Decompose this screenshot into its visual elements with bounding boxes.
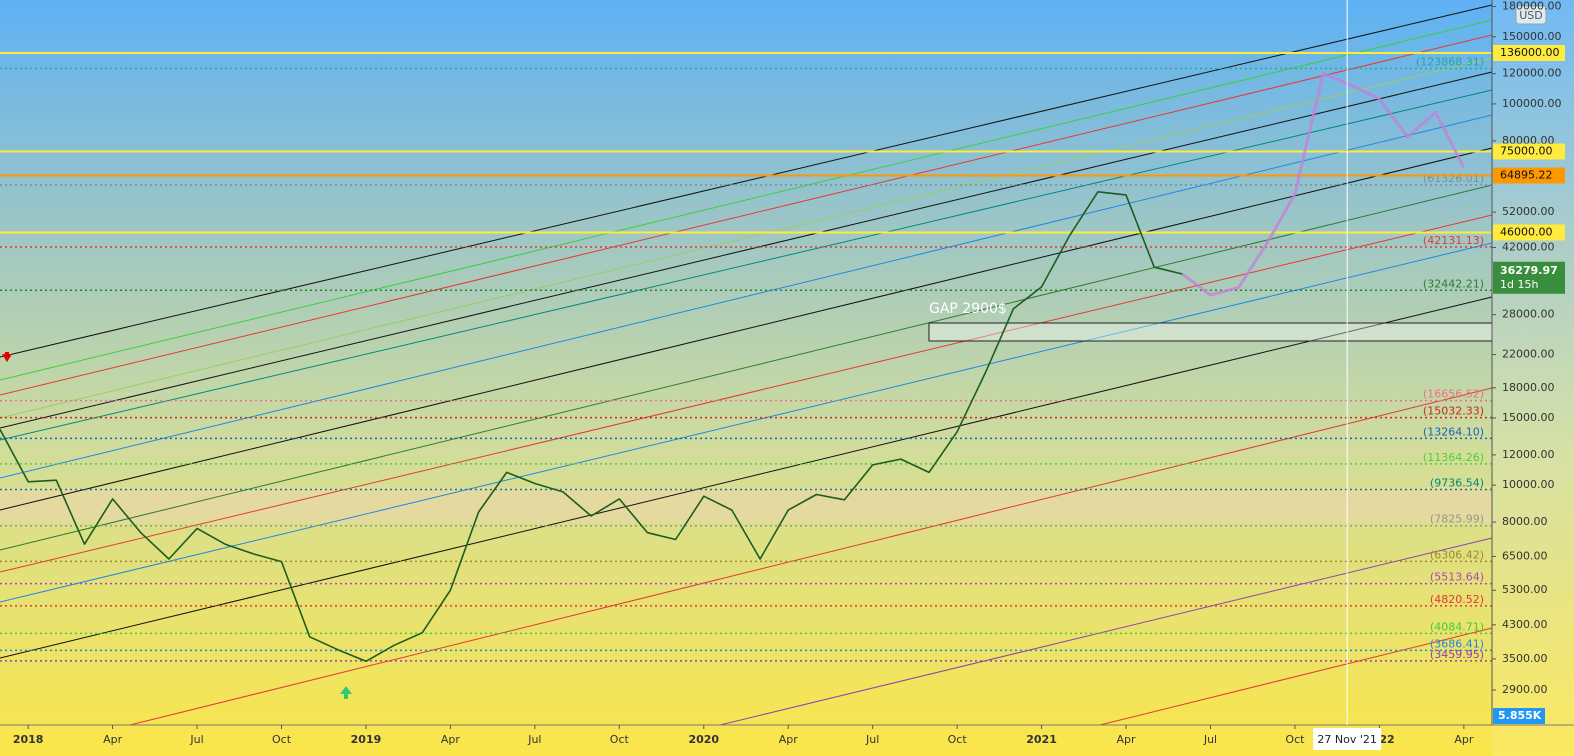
plot xyxy=(0,72,1466,663)
price-axis: USD 180000.00 150000.00 120000.00 100000.00… xyxy=(1491,0,1574,756)
axis-background xyxy=(1492,0,1574,756)
trend-line xyxy=(0,89,1493,441)
last-price-tag xyxy=(1493,261,1565,294)
level-label: (9736.54) xyxy=(1430,477,1484,490)
level-label: (32442.21) xyxy=(1423,277,1484,290)
y-tick-label: 8000.00 xyxy=(1502,515,1548,528)
x-tick-label: Apr xyxy=(441,733,461,746)
y-tick-label: 28000.00 xyxy=(1502,308,1555,321)
trend-line xyxy=(0,184,1493,551)
trend-line xyxy=(1099,627,1493,726)
x-tick-label: Apr xyxy=(1117,733,1137,746)
x-tick-label: 2019 xyxy=(351,733,382,746)
x-tick-label: 2021 xyxy=(1026,733,1057,746)
zone xyxy=(0,487,1492,523)
y-tick-label: 120000.00 xyxy=(1502,67,1562,80)
trend-line xyxy=(719,537,1493,726)
y-tick-label: 4300.00 xyxy=(1502,618,1548,631)
trend-line xyxy=(0,34,1493,396)
volume-tag xyxy=(1493,708,1545,724)
price-tag-label: 64895.22 xyxy=(1500,168,1553,181)
x-tick-label: Apr xyxy=(103,733,123,746)
x-tick-label: Oct xyxy=(1285,733,1305,746)
x-tick-label: Apr xyxy=(1454,733,1474,746)
buy-arrow xyxy=(340,686,352,699)
currency: USD xyxy=(1519,9,1543,22)
y-tick-label: 52000.00 xyxy=(1502,205,1555,218)
price-tag-label: 136000.00 xyxy=(1500,46,1560,59)
currency-badge[interactable] xyxy=(1515,5,1547,25)
level-label: (16656.52) xyxy=(1423,388,1484,401)
level-label: (3686.41) xyxy=(1430,637,1484,650)
trend-line xyxy=(0,214,1493,573)
price-tag xyxy=(1493,143,1565,160)
volume-label: 5.855K xyxy=(1498,709,1542,722)
x-tick-label: Apr xyxy=(779,733,799,746)
price-tag-label: 46000.00 xyxy=(1500,225,1553,238)
y-tick-label: 12000.00 xyxy=(1502,448,1555,461)
trend-line xyxy=(0,19,1493,381)
trend-line xyxy=(0,71,1493,429)
y-tick-label: 3500.00 xyxy=(1502,652,1548,665)
gap-label: GAP 2900$ xyxy=(929,301,1007,317)
level-label: (61326.01) xyxy=(1423,172,1484,185)
x-tick-label: 2018 xyxy=(13,733,44,746)
price-line xyxy=(1181,72,1466,297)
level-label: (13264.10) xyxy=(1423,425,1484,438)
price-tag xyxy=(1493,224,1565,241)
price-line xyxy=(0,191,1183,663)
trend-line xyxy=(0,4,1493,358)
countdown: 1d 15h xyxy=(1500,278,1538,291)
levels: (123868.31) (61326.01) (42131.13) (32442.21… xyxy=(0,51,1493,662)
price-tag xyxy=(1493,167,1565,184)
y-tick-label: 180000.00 xyxy=(1502,0,1562,13)
y-tick-label: 150000.00 xyxy=(1502,30,1562,43)
level-label: (42131.13) xyxy=(1423,234,1484,247)
y-tick-label: 22000.00 xyxy=(1502,348,1555,361)
y-tick-label: 42000.00 xyxy=(1502,241,1555,254)
trend-line xyxy=(0,57,1493,419)
price-tag xyxy=(1493,44,1565,61)
x-tick-label: Oct xyxy=(610,733,630,746)
crosshair-tag xyxy=(1313,728,1382,750)
level-label: (5513.64) xyxy=(1430,571,1484,584)
x-tick-label: Oct xyxy=(948,733,968,746)
level-label: (123868.31) xyxy=(1416,55,1484,68)
y-tick-label: 100000.00 xyxy=(1502,97,1562,110)
sell-arrow xyxy=(2,352,12,362)
price-tag-label: 75000.00 xyxy=(1500,145,1553,158)
level-label: (4820.52) xyxy=(1430,593,1484,606)
level-label: (7825.99) xyxy=(1430,513,1484,526)
channel-lines xyxy=(0,4,1493,726)
y-tick-label: 18000.00 xyxy=(1502,381,1555,394)
y-tick-label: 10000.00 xyxy=(1502,478,1555,491)
x-tick-label: Jul xyxy=(527,733,541,746)
x-tick-label: Jul xyxy=(189,733,203,746)
level-label: (6306.42) xyxy=(1430,548,1484,561)
level-label: (11364.26) xyxy=(1423,451,1484,464)
y-tick-label: 2900.00 xyxy=(1502,683,1548,696)
trend-line xyxy=(0,296,1493,659)
x-tick-label: Jul xyxy=(1203,733,1217,746)
trend-line xyxy=(0,147,1493,511)
x-tick-label: 2020 xyxy=(688,733,719,746)
x-tick-label: Oct xyxy=(272,733,292,746)
y-tick-label: 5300.00 xyxy=(1502,583,1548,596)
level-label: (15032.33) xyxy=(1423,405,1484,418)
x-tick-label: Jul xyxy=(865,733,879,746)
y-tick-label: 6500.00 xyxy=(1502,549,1548,562)
crosshair-label: 27 Nov '21 xyxy=(1317,733,1376,746)
level-label: (4084.71) xyxy=(1430,620,1484,633)
level-label: (3459.95) xyxy=(1430,648,1484,661)
gap-box xyxy=(928,322,1493,342)
trend-line xyxy=(129,387,1493,726)
trend-line xyxy=(0,242,1493,603)
last-price-label: 36279.97 xyxy=(1500,264,1558,277)
y-tick-label: 15000.00 xyxy=(1502,411,1555,424)
